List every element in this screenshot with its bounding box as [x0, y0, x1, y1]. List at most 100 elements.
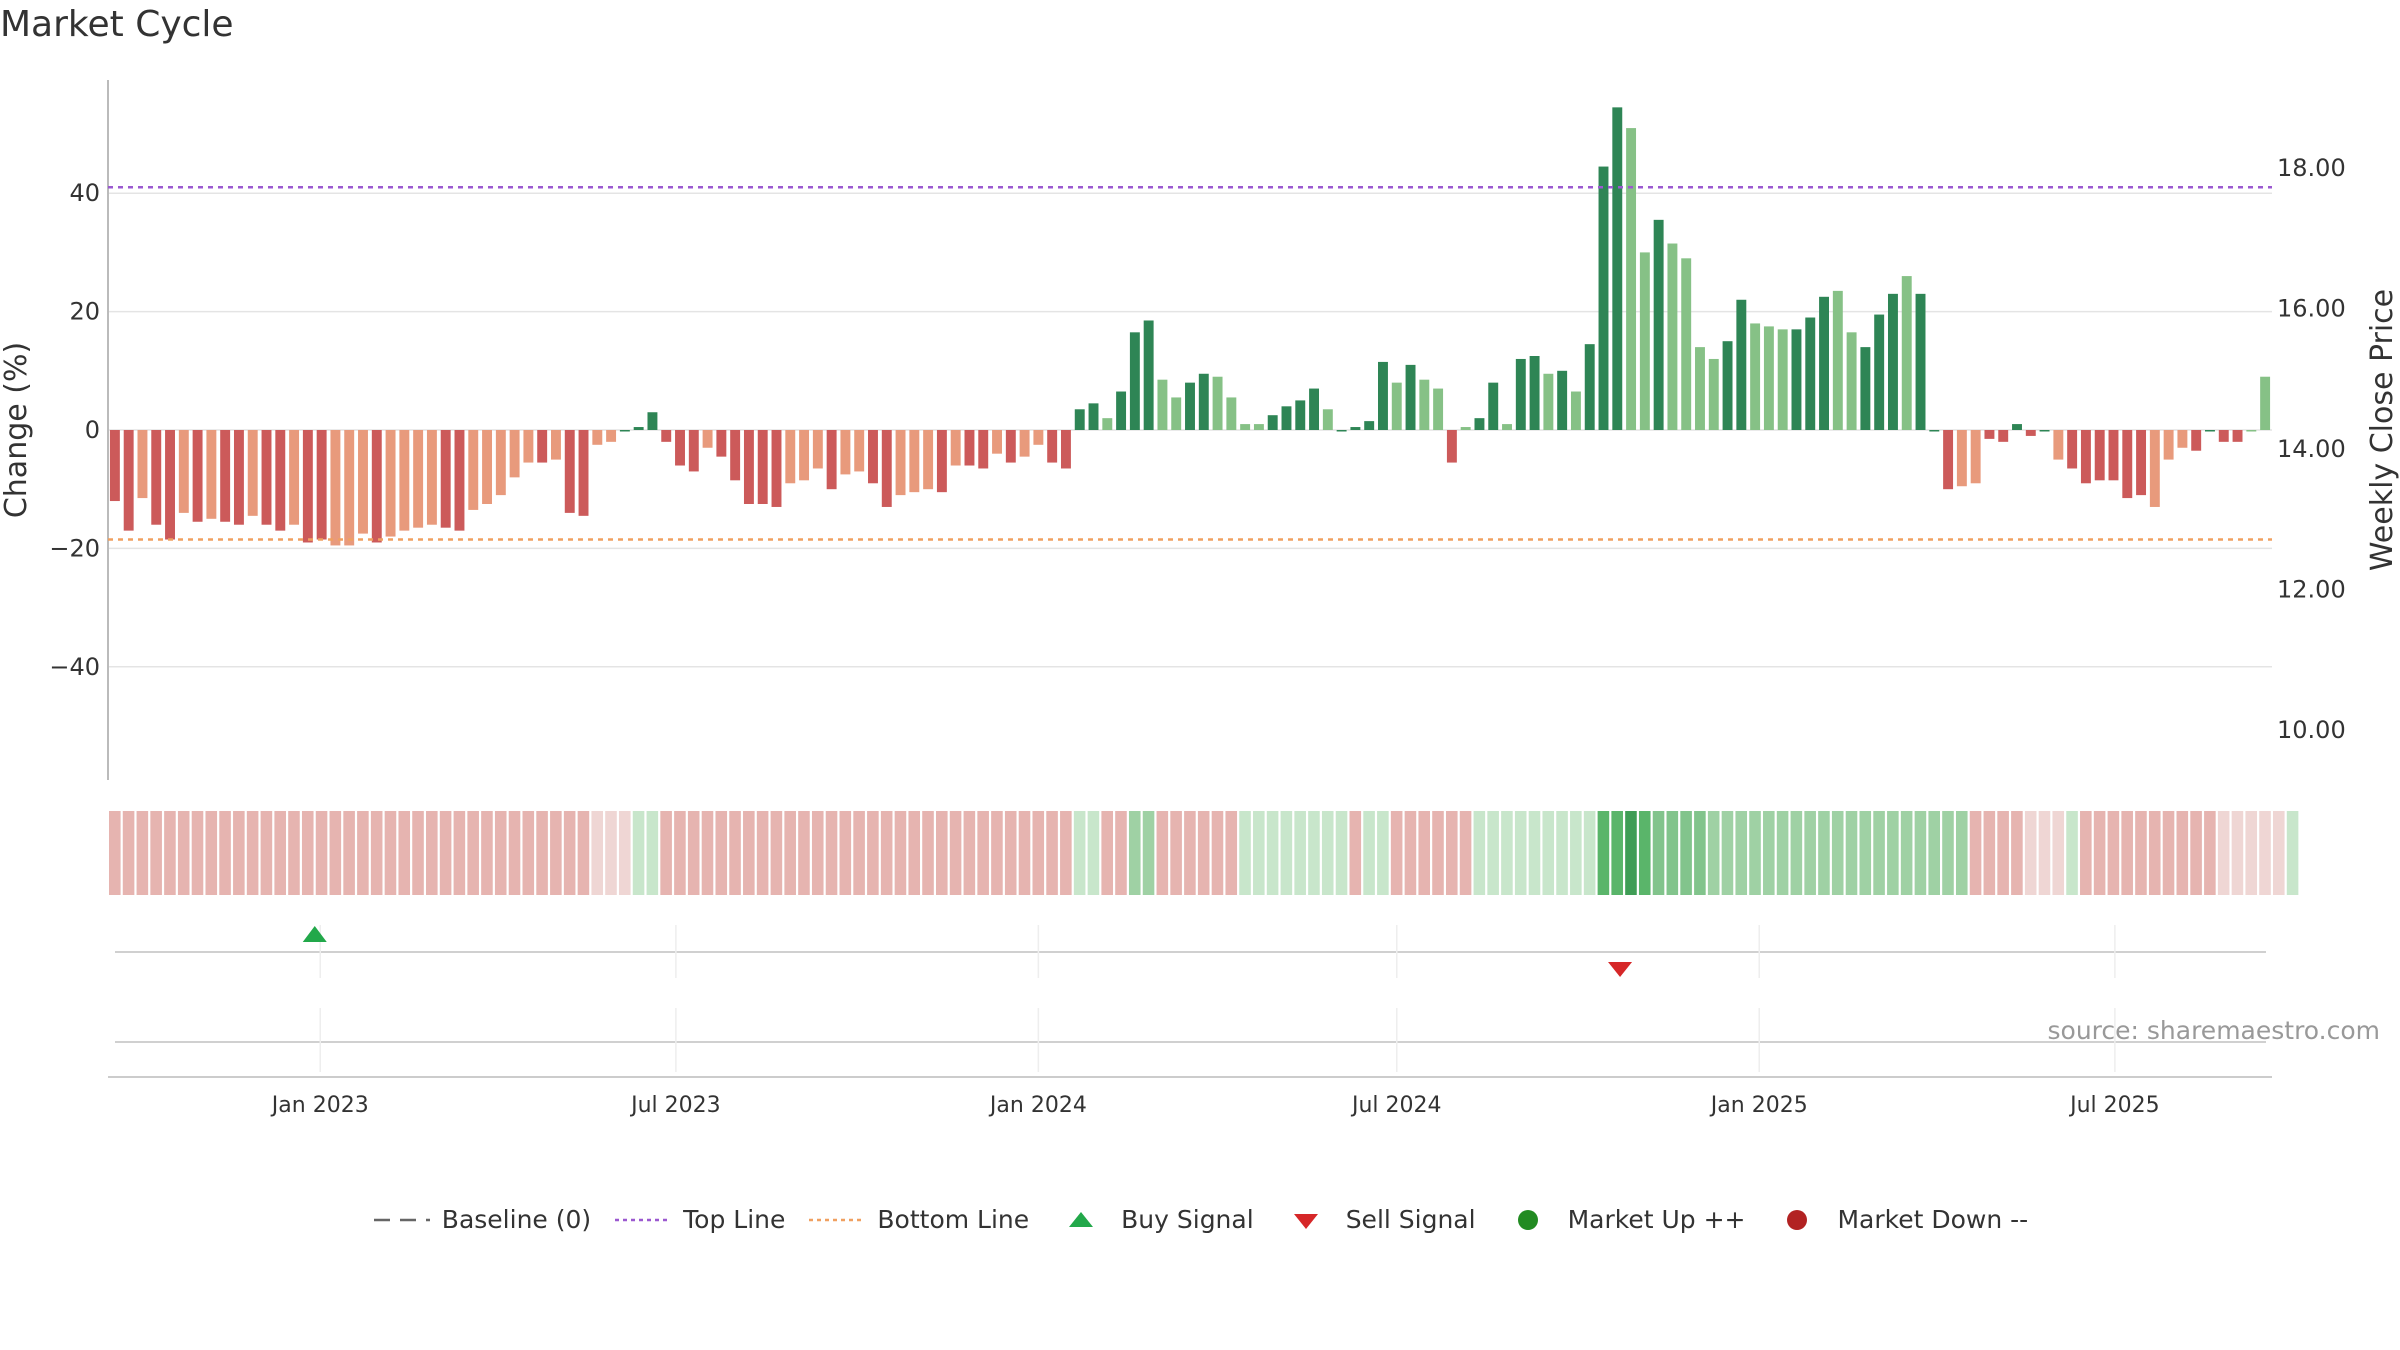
- bar: [1102, 418, 1113, 430]
- bar: [2260, 376, 2271, 430]
- bar: [978, 430, 989, 469]
- bar: [1543, 373, 1554, 430]
- bar: [509, 430, 520, 478]
- bar: [2012, 424, 2022, 430]
- bar: [1446, 430, 1457, 463]
- bar: [1405, 364, 1416, 430]
- heat-cell: [949, 811, 962, 895]
- bar: [606, 430, 617, 442]
- heat-cell: [2231, 811, 2244, 895]
- bars-layer: [109, 107, 2271, 546]
- y2-tick-label: 10.00: [2277, 716, 2346, 744]
- bar: [1364, 421, 1375, 430]
- legend-item-sell: Sell Signal: [1276, 1205, 1476, 1234]
- bar: [1474, 418, 1485, 430]
- heat-cell: [853, 811, 865, 895]
- bar: [647, 412, 658, 430]
- heat-cell: [784, 811, 796, 895]
- bar: [1502, 424, 1512, 430]
- heat-cell: [1818, 811, 1830, 895]
- bar: [1681, 258, 1692, 430]
- bar: [1612, 107, 1623, 431]
- bar: [826, 430, 837, 490]
- heat-cell: [508, 811, 521, 895]
- bar: [1887, 293, 1898, 430]
- heat-cell: [1432, 811, 1444, 895]
- bar: [385, 430, 396, 537]
- heat-cell: [1680, 811, 1692, 895]
- heat-cell: [880, 811, 893, 895]
- heat-cell: [1170, 811, 1182, 895]
- bar: [1832, 290, 1843, 430]
- bar: [1529, 356, 1540, 430]
- bar: [482, 430, 493, 504]
- bar: [413, 430, 424, 528]
- bar: [1929, 430, 1940, 432]
- heat-cell: [2190, 811, 2202, 895]
- heat-cell: [632, 811, 645, 895]
- legend-marker-down: [1787, 1209, 1808, 1230]
- bar: [165, 430, 175, 540]
- bar: [799, 430, 810, 481]
- heat-cell: [1363, 811, 1375, 895]
- bar: [1763, 326, 1774, 430]
- bar: [1047, 430, 1058, 463]
- heat-cell: [1570, 811, 1582, 895]
- heat-cell: [219, 811, 231, 895]
- heat-cell: [343, 811, 355, 895]
- heat-cell: [1666, 811, 1679, 895]
- bar: [1322, 409, 1333, 430]
- heat-cell: [2066, 811, 2078, 895]
- bar: [178, 430, 189, 513]
- heat-cell: [1060, 811, 1072, 895]
- bar: [1419, 379, 1430, 430]
- heat-cell: [288, 811, 300, 895]
- bar: [426, 430, 437, 525]
- heat-cell: [1073, 811, 1086, 895]
- heat-cell: [1487, 811, 1499, 895]
- heat-cell: [439, 811, 452, 895]
- heat-cell: [2052, 811, 2065, 895]
- legend-label: Market Down --: [1837, 1205, 2029, 1234]
- bar: [1460, 427, 1471, 430]
- heat-cell: [2093, 811, 2106, 895]
- heat-cell: [2259, 811, 2271, 895]
- bar: [289, 430, 300, 525]
- bar: [1253, 424, 1264, 430]
- bar: [1998, 430, 2009, 442]
- bar: [1185, 382, 1195, 430]
- y-tick-label: 0: [85, 416, 100, 444]
- bar: [2122, 430, 2133, 499]
- bar: [2080, 430, 2091, 484]
- heat-cell: [136, 811, 149, 895]
- heat-cell: [1225, 811, 1238, 895]
- heat-cell: [1184, 811, 1196, 895]
- heat-cell: [233, 811, 245, 895]
- bar: [633, 427, 644, 430]
- heat-cell: [329, 811, 342, 895]
- heat-cell: [1377, 811, 1389, 895]
- heat-cell: [205, 811, 218, 895]
- heat-cell: [1280, 811, 1293, 895]
- heat-cell: [1321, 811, 1334, 895]
- heat-cell: [646, 811, 659, 895]
- heat-cell: [453, 811, 466, 895]
- bar: [468, 430, 479, 510]
- heat-cell: [1776, 811, 1789, 895]
- heat-cell: [1638, 811, 1651, 895]
- heat-cell: [1542, 811, 1555, 895]
- legend-item-bottom: Bottom Line: [807, 1205, 1029, 1234]
- heat-cell: [412, 811, 424, 895]
- bar: [771, 430, 782, 507]
- bar: [1267, 415, 1278, 430]
- heat-cell: [2107, 811, 2120, 895]
- bar: [371, 430, 382, 543]
- heat-cell: [1308, 811, 1320, 895]
- legend-label: Top Line: [683, 1205, 786, 1234]
- bar: [1060, 430, 1071, 469]
- heat-cell: [825, 811, 838, 895]
- heat-cell: [867, 811, 879, 895]
- bar: [1391, 382, 1402, 430]
- heat-cell: [1349, 811, 1362, 895]
- heat-cell: [494, 811, 507, 895]
